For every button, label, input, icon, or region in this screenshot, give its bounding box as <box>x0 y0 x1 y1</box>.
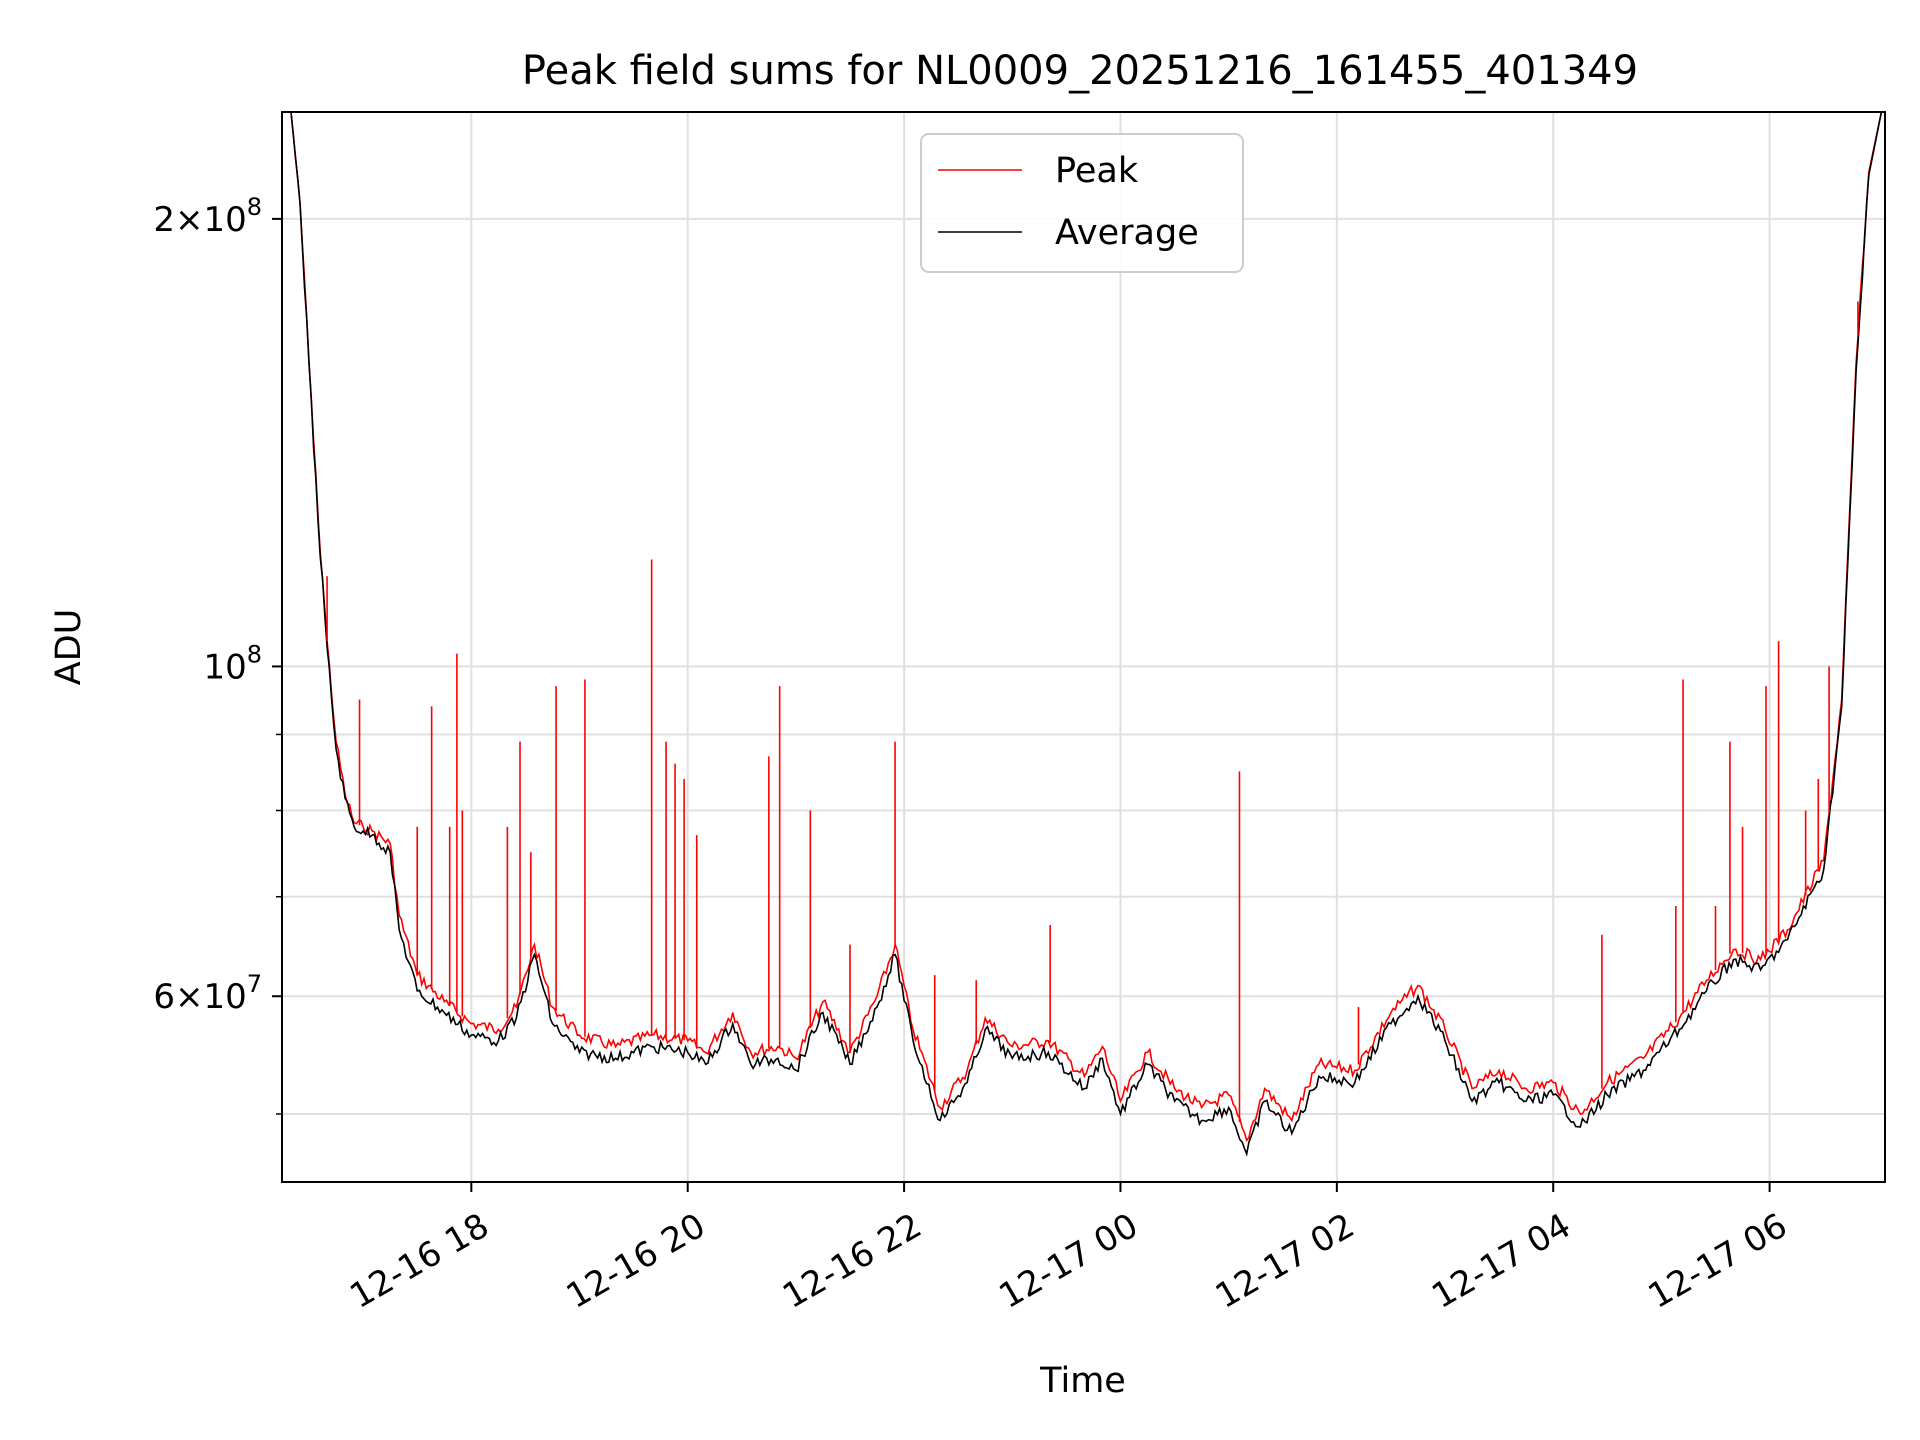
peak-spikes <box>326 301 1859 1123</box>
plot-frame <box>281 111 1886 1183</box>
legend-box <box>920 133 1244 273</box>
series-line-peak <box>290 111 1883 1142</box>
y-tick-label: 6×107 <box>153 970 262 1017</box>
legend-label-average: Average <box>1055 213 1199 253</box>
x-axis-label: Time <box>1039 1361 1126 1401</box>
chart-title: Peak field sums for NL0009_20251216_1614… <box>522 48 1638 94</box>
plot-area <box>290 111 1883 1157</box>
y-tick-label: 108 <box>203 640 262 687</box>
y-tick-label: 2×108 <box>153 193 262 240</box>
legend: Peak Average <box>920 133 1244 273</box>
series-line-average <box>290 111 1883 1157</box>
y-axis: 6×107 108 2×108 <box>153 193 282 1115</box>
y-axis-label: ADU <box>49 609 89 686</box>
legend-label-peak: Peak <box>1055 151 1139 191</box>
